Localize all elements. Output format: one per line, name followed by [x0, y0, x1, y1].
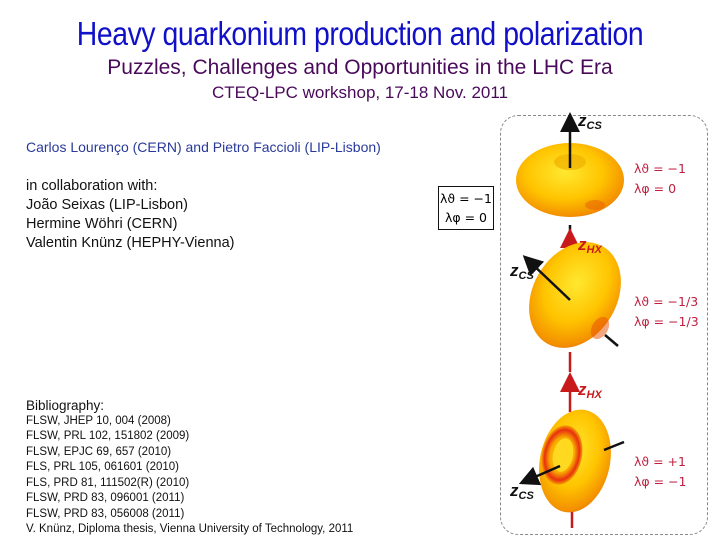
bibliography-ref: FLSW, JHEP 10, 004 (2008) [26, 414, 171, 427]
lambda-phi-value: λφ = 0 [634, 181, 677, 196]
polarization-figure-panel [500, 115, 708, 535]
torus-2 [522, 228, 621, 372]
axis-symbol: z [510, 481, 519, 500]
bibliography-ref: FLSW, EPJC 69, 657 (2010) [26, 445, 172, 458]
panel-3-params: λϑ = +1 λφ = −1 [634, 452, 687, 492]
bibliography-ref: FLSW, PRD 83, 096001 (2011) [26, 492, 185, 504]
lambda-callout-box: λϑ = −1 λφ = 0 [438, 186, 494, 230]
torus-1 [516, 112, 624, 240]
lambda-phi-value: λφ = −1 [634, 474, 687, 489]
collaboration-block: in collaboration with: João Seixas (LIP-… [26, 177, 235, 253]
bibliography-ref: FLSW, PRL 102, 151802 (2009) [26, 430, 190, 442]
bibliography-ref: FLS, PRL 105, 061601 (2010) [26, 461, 180, 473]
axis-subscript: CS [518, 270, 534, 282]
slide-subtitle: Puzzles, Challenges and Opportunities in… [107, 56, 613, 79]
z-cs-axis-label: zCS [510, 481, 534, 502]
axis-symbol: z [578, 235, 587, 254]
lambda-theta-value: λϑ = +1 [634, 454, 686, 469]
panel-2-params: λϑ = −1/3 λφ = −1/3 [634, 292, 699, 332]
z-hx-axis-label: zHX [578, 235, 602, 256]
bibliography: Bibliography: FLSW, JHEP 10, 004 (2008) … [26, 398, 353, 538]
bibliography-ref: FLS, PRD 81, 111502(R) (2010) [26, 476, 190, 489]
lambda-phi-value: λφ = −1/3 [634, 314, 699, 329]
workshop-line: CTEQ-LPC workshop, 17-18 Nov. 2011 [211, 83, 509, 102]
axis-subscript: HX [586, 244, 602, 256]
bibliography-ref: FLSW, PRD 83, 056008 (2011) [26, 507, 185, 520]
lambda-theta-value: λϑ = −1/3 [634, 294, 699, 309]
slide-title: Heavy quarkonium production and polariza… [76, 15, 644, 52]
collaborator: João Seixas (LIP-Lisbon) [26, 197, 188, 213]
z-cs-axis-label: zCS [510, 261, 534, 282]
panel-1-params: λϑ = −1 λφ = 0 [634, 159, 686, 199]
lambda-phi-value: λφ = 0 [444, 210, 488, 225]
bibliography-heading: Bibliography: [26, 398, 105, 413]
torus-3 [518, 372, 625, 528]
axis-symbol: z [578, 111, 587, 130]
authors-line: Carlos Lourenço (CERN) and Pietro Faccio… [26, 139, 381, 155]
axis-subscript: CS [586, 120, 602, 132]
z-hx-axis-label: zHX [578, 380, 602, 401]
axis-symbol: z [510, 261, 519, 280]
axis-subscript: CS [518, 490, 534, 502]
lambda-theta-value: λϑ = −1 [440, 191, 492, 206]
z-cs-axis-label: zCS [578, 111, 602, 132]
axis-symbol: z [578, 380, 587, 399]
bibliography-ref: V. Knünz, Diploma thesis, Vienna Univers… [26, 523, 354, 535]
collaboration-intro: in collaboration with: [26, 178, 158, 194]
axis-subscript: HX [586, 389, 602, 401]
collaborator: Hermine Wöhri (CERN) [26, 216, 178, 232]
lambda-theta-value: λϑ = −1 [634, 161, 686, 176]
collaborator: Valentin Knünz (HEPHY-Vienna) [26, 235, 235, 251]
